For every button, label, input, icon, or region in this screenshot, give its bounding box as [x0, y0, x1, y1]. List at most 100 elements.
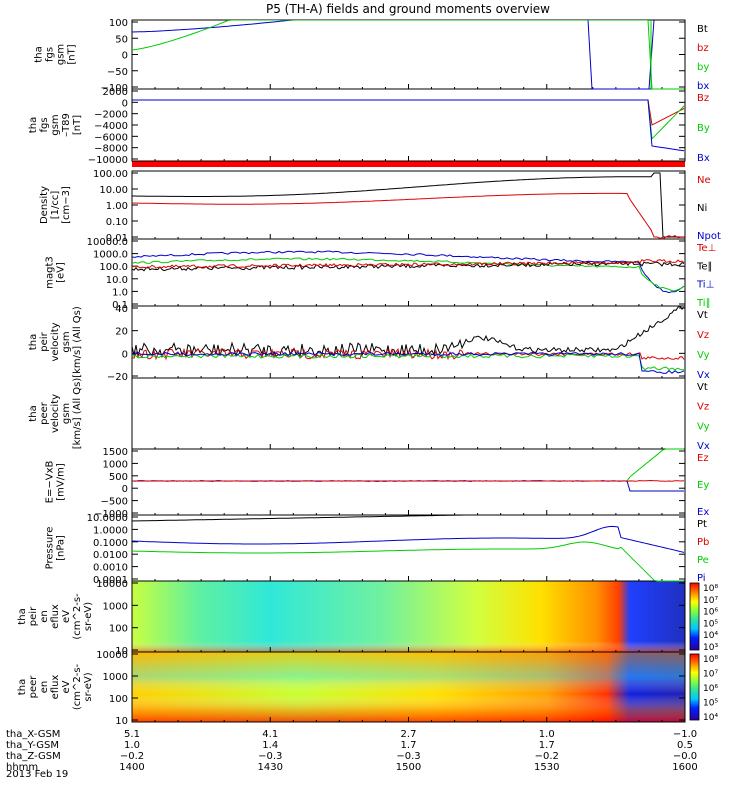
legend-entry: Ti∥	[696, 298, 711, 309]
trace-Ez	[132, 479, 685, 483]
y-axis-label-line: peir	[39, 331, 50, 351]
y-tick-label: 0.0010	[93, 563, 128, 574]
y-tick-label: 10000	[96, 579, 128, 590]
y-tick-label: 10000.0	[87, 237, 128, 248]
x-tick-label: 1600	[672, 762, 697, 773]
y-axis-label-line: sr-eV)	[83, 672, 94, 701]
panel-frame	[131, 514, 686, 582]
y-axis-label-line: velocity	[50, 322, 61, 361]
x-axis-row-label: tha_Y-GSM	[6, 740, 59, 751]
y-tick-label: 10.0	[106, 275, 128, 286]
y-axis-label-line: peer	[28, 675, 39, 699]
panel-peir_vel: 40 20 0 −20 thapeirvelocitygsm[km/s] (All Qs…	[28, 304, 710, 383]
y-tick-label: 500	[109, 472, 128, 483]
legend-entry: Te∥	[696, 261, 713, 272]
y-axis-label-line: tha	[28, 405, 39, 421]
trace-Vx	[132, 351, 685, 374]
panel-peer_eflux: 10000 1000 100 10 thapeerenefluxeV(cm^2-s-sr…	[17, 650, 718, 727]
y-axis-label: thafgsgsm[nT]	[34, 44, 78, 65]
y-axis-label: magt3[eV]	[45, 256, 67, 289]
y-axis-label-line: [nT]	[72, 115, 83, 135]
panel-peir_eflux: 10000 1000 100 10 thapeirenefluxeV(cm^2-s-sr…	[17, 579, 718, 657]
colorbar-tick-label: 10⁸	[703, 584, 718, 594]
x-tick-label: −0.2	[535, 751, 559, 762]
x-axis-row-label: tha_Z-GSM	[6, 751, 61, 762]
y-axis-label-line: en	[39, 610, 50, 623]
legend-entry: Vt	[697, 382, 708, 393]
x-tick-label: 0.5	[677, 740, 693, 751]
x-tick-label: 1.7	[539, 740, 555, 751]
y-tick-label: −2000	[94, 110, 128, 121]
y-axis-label-line: (cm^2-s-	[72, 593, 83, 640]
y-tick-label: 1500	[103, 447, 128, 458]
colorbar-tick-label: 10⁵	[703, 699, 718, 709]
trace-by	[132, 20, 684, 90]
legend-entry: Ni	[697, 203, 707, 214]
y-tick-label: 1.0000	[93, 525, 128, 536]
x-tick-label: 1.0	[124, 740, 140, 751]
y-tick-label: 100	[109, 18, 128, 29]
y-axis-label: Density[1/cc][cm−3]	[39, 186, 72, 224]
y-tick-label: 10	[115, 716, 128, 727]
legend-entry: Bt	[697, 24, 708, 35]
trace-Ti-perp	[132, 250, 685, 294]
y-axis-label-line: magt3	[45, 256, 56, 289]
panel-frame	[131, 238, 686, 307]
spectrogram-peer-overlay	[132, 652, 685, 722]
y-tick-label: 10000	[96, 650, 128, 661]
y-tick-label: 2000	[103, 87, 128, 98]
x-tick-label: 1.0	[539, 729, 555, 740]
y-axis-label-line: tha	[17, 679, 28, 695]
y-axis-label-line: [km/s] (All Qs)	[72, 378, 83, 450]
y-tick-label: 0	[122, 484, 128, 495]
y-tick-label: 1000	[103, 459, 128, 470]
x-tick-label: 4.1	[262, 729, 278, 740]
y-tick-label: 10	[115, 646, 128, 657]
legend-entry: Ex	[697, 507, 709, 518]
legend-entry: Npot	[697, 231, 721, 242]
x-tick-label: −0.2	[120, 751, 144, 762]
y-axis-label-line: tha	[28, 117, 39, 133]
y-tick-label: 10.0000	[87, 513, 128, 524]
trace-By	[132, 99, 685, 140]
legend-entry: Vz	[697, 402, 709, 413]
y-axis-label-line: Density	[39, 186, 50, 224]
x-tick-label: −0.0	[673, 751, 697, 762]
chart-title: P5 (TH-A) fields and ground moments over…	[266, 2, 550, 16]
x-tick-label: −0.3	[396, 751, 420, 762]
colorbar-tick-label: 10⁶	[703, 608, 718, 618]
y-axis-label-line: gsm	[56, 44, 67, 65]
y-tick-label: −100	[101, 83, 128, 94]
y-axis-label: thapeervelocitygsm[km/s] (All Qs)	[28, 378, 83, 450]
legend-entry: Vx	[697, 441, 710, 452]
legend-entry: Bz	[697, 93, 709, 104]
y-tick-label: 100	[109, 694, 128, 705]
trace-Pi	[132, 525, 685, 553]
colorbar	[689, 582, 700, 651]
panel-temp: 10000.0 1000.0100.0 10.01.0 0.1 magt3[eV] Te⊥…	[45, 237, 717, 311]
panel-density: 100.00 10.00 1.00 0.10 0.01 Density[1/cc][cm−…	[39, 169, 721, 244]
legend-entry: Vy	[697, 421, 710, 432]
panel-frame	[131, 19, 686, 90]
legend-entry: Pe	[697, 555, 709, 566]
y-axis-label-line: peer	[39, 401, 50, 425]
y-axis-label: E=−VxB[mV/m]	[45, 461, 67, 504]
legend-entry: bx	[697, 81, 709, 92]
legend-entry: Vx	[697, 370, 710, 381]
trace-Ne	[132, 192, 685, 240]
y-tick-label: −1000	[94, 509, 128, 520]
y-axis-label-line: tha	[34, 46, 45, 62]
y-tick-label: 40	[115, 304, 128, 315]
legend-entry: by	[697, 62, 709, 73]
y-tick-label: 50	[115, 34, 128, 45]
y-axis-label-line: [eV]	[56, 262, 67, 283]
y-axis-label: thapeirenefluxeV(cm^2-s-sr-eV)	[17, 593, 94, 640]
x-axis-date: 2013 Feb 19	[6, 769, 68, 780]
y-axis-label-line: en	[39, 681, 50, 694]
y-tick-label: 100.00	[93, 169, 128, 180]
colorbar	[689, 653, 700, 721]
panel-peer_vel: thapeervelocitygsm[km/s] (All Qs) Vt Vz Vy V…	[28, 377, 710, 452]
